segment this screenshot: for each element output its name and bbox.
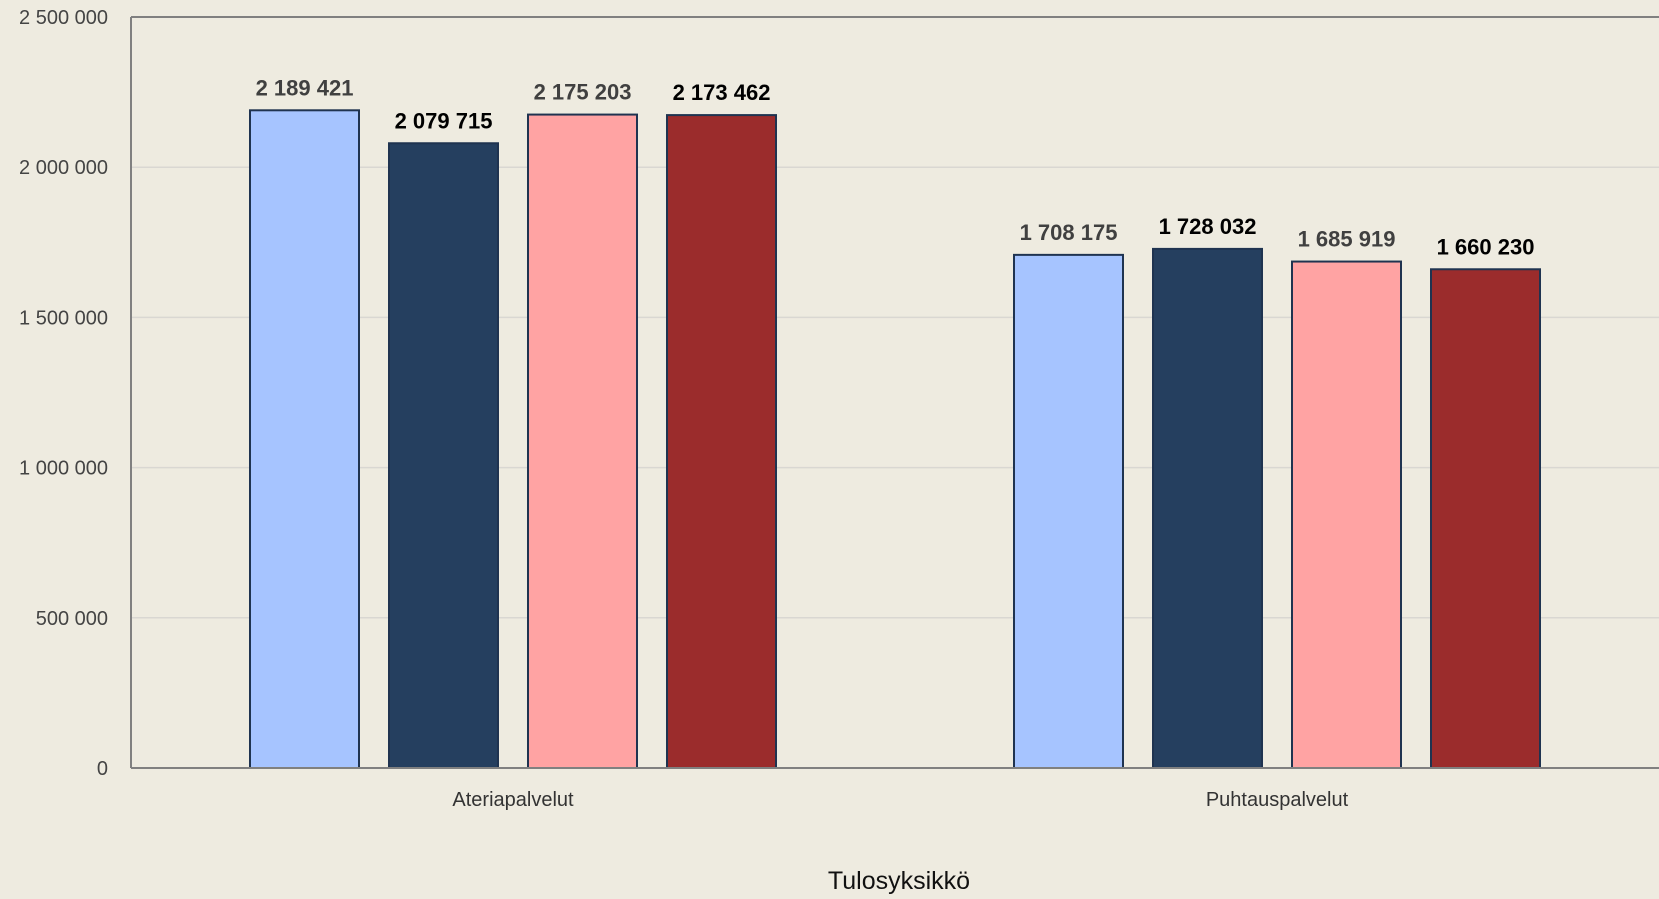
y-tick-label: 1 500 000 (19, 307, 108, 329)
data-label: 2 079 715 (395, 108, 493, 133)
data-label: 1 708 175 (1020, 220, 1118, 245)
x-axis-title: Tulosyksikkö (828, 867, 970, 895)
bar (666, 114, 777, 769)
data-label: 1 660 230 (1437, 234, 1535, 259)
bars (249, 109, 1541, 770)
y-axis-tick-labels: 0 500 000 1 000 000 1 500 000 2 000 000 2 500… (19, 7, 108, 780)
bar (388, 142, 499, 770)
y-tick-label: 500 000 (36, 608, 108, 630)
category-labels: Ateriapalvelut Puhtauspalvelut (452, 789, 1348, 811)
y-tick-label: 2 000 000 (19, 157, 108, 179)
y-tick-label: 2 500 000 (19, 7, 108, 29)
data-label: 2 189 421 (256, 75, 354, 100)
bar (1013, 253, 1124, 769)
bar (249, 109, 360, 770)
data-label: 1 685 919 (1298, 227, 1396, 252)
category-label: Puhtauspalvelut (1206, 789, 1349, 811)
data-label: 2 173 462 (673, 80, 771, 105)
bar (1291, 260, 1402, 769)
data-label: 1 728 032 (1159, 214, 1257, 239)
y-tick-label: 0 (97, 758, 108, 780)
bar (1430, 268, 1541, 769)
bar (1152, 247, 1263, 770)
category-label: Ateriapalvelut (452, 789, 574, 811)
data-label: 2 175 203 (534, 80, 632, 105)
y-tick-label: 1 000 000 (19, 458, 108, 480)
gridlines (131, 16, 1659, 619)
data-labels: 2 189 421 2 079 715 2 175 203 2 173 462 1 70… (256, 75, 1535, 259)
bar (527, 113, 638, 769)
